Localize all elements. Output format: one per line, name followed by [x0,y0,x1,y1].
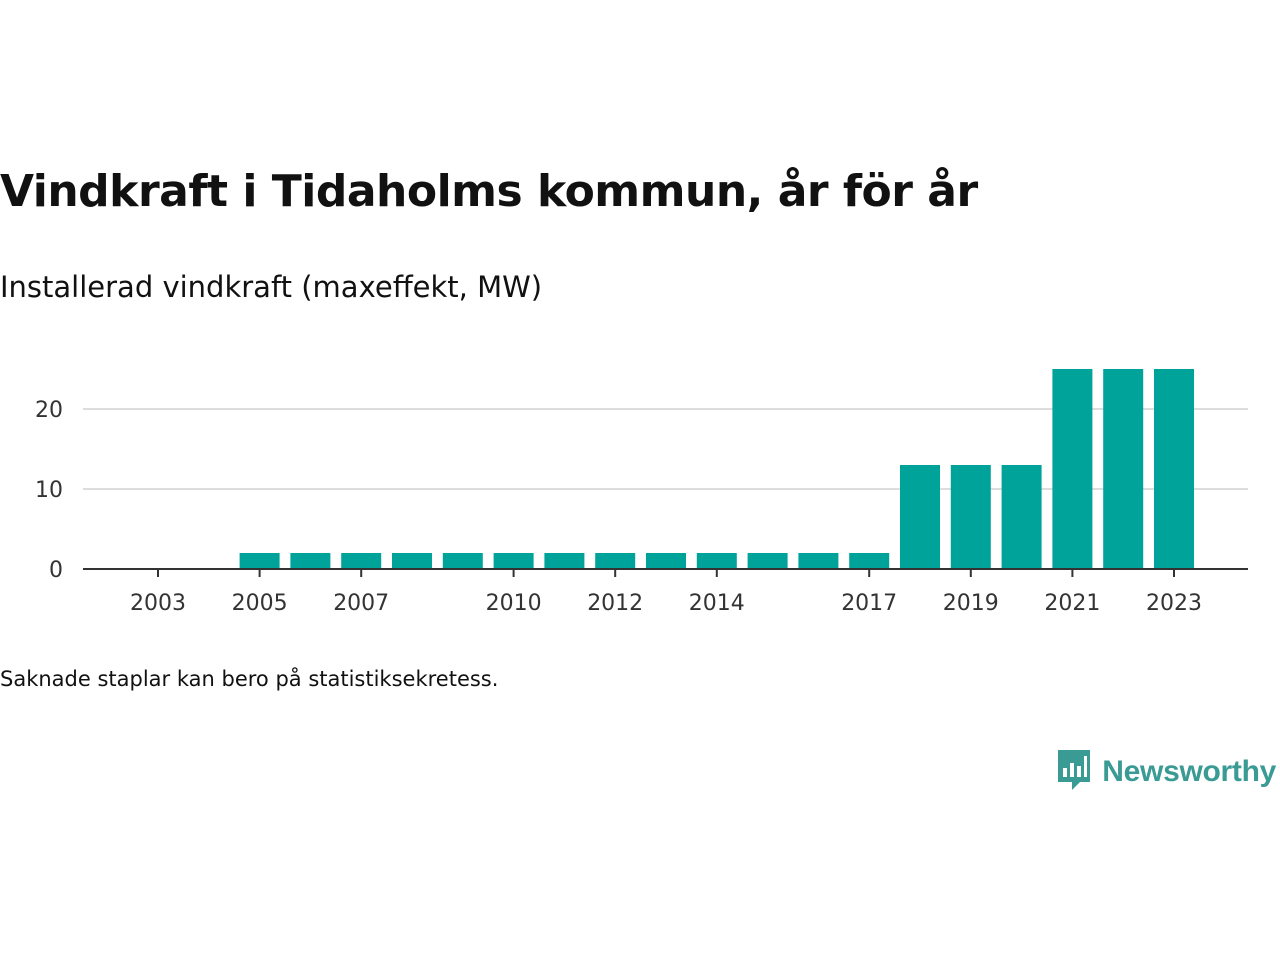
bar-2018 [900,465,940,569]
bar-2012 [595,553,636,569]
chart-subtitle: Installerad vindkraft (maxeffekt, MW) [0,270,543,304]
y-axis-ticks: 0 10 20 [35,398,63,583]
x-tick-label: 2021 [1044,591,1100,616]
bar-2013 [646,553,686,569]
bar-2010 [493,553,534,569]
x-tick-label: 2019 [943,591,999,616]
x-tick-label: 2007 [333,591,389,616]
bar-2020 [1001,465,1042,569]
bar-2016 [798,553,839,569]
y-tick-label: 10 [35,478,63,503]
bar-2021 [1052,369,1093,569]
x-tick-label: 2014 [689,591,745,616]
x-tick-label: 2003 [130,591,186,616]
x-tick-label: 2010 [486,591,542,616]
newsworthy-logo-icon [1056,748,1092,796]
x-axis-ticks: 2003 2005 2007 2010 2012 2014 2017 2019 2021 2023 [130,569,1202,616]
bar-2005 [239,553,280,569]
x-tick-label: 2017 [841,591,897,616]
brand-name: Newsworthy [1102,755,1276,788]
bar-2006 [290,553,331,569]
chart-title: Vindkraft i Tidaholms kommun, år för år [0,166,978,217]
y-tick-label: 0 [49,558,63,583]
x-tick-label: 2012 [587,591,643,616]
x-tick-label: 2023 [1146,591,1202,616]
bar-2011 [544,553,585,569]
bar-2008 [392,553,432,569]
bar-2007 [341,553,382,569]
bar-2019 [950,465,991,569]
brand-logo: Newsworthy [1056,748,1276,796]
x-tick-label: 2005 [232,591,288,616]
bar-2023 [1154,369,1194,569]
bar-2009 [442,553,483,569]
bar-2014 [696,553,737,569]
y-tick-label: 20 [35,398,63,423]
bars [239,369,1194,569]
bar-2022 [1103,369,1144,569]
footnote: Saknade staplar kan bero på statistiksek… [0,667,499,691]
bar-2017 [849,553,890,569]
bar-2015 [747,553,788,569]
